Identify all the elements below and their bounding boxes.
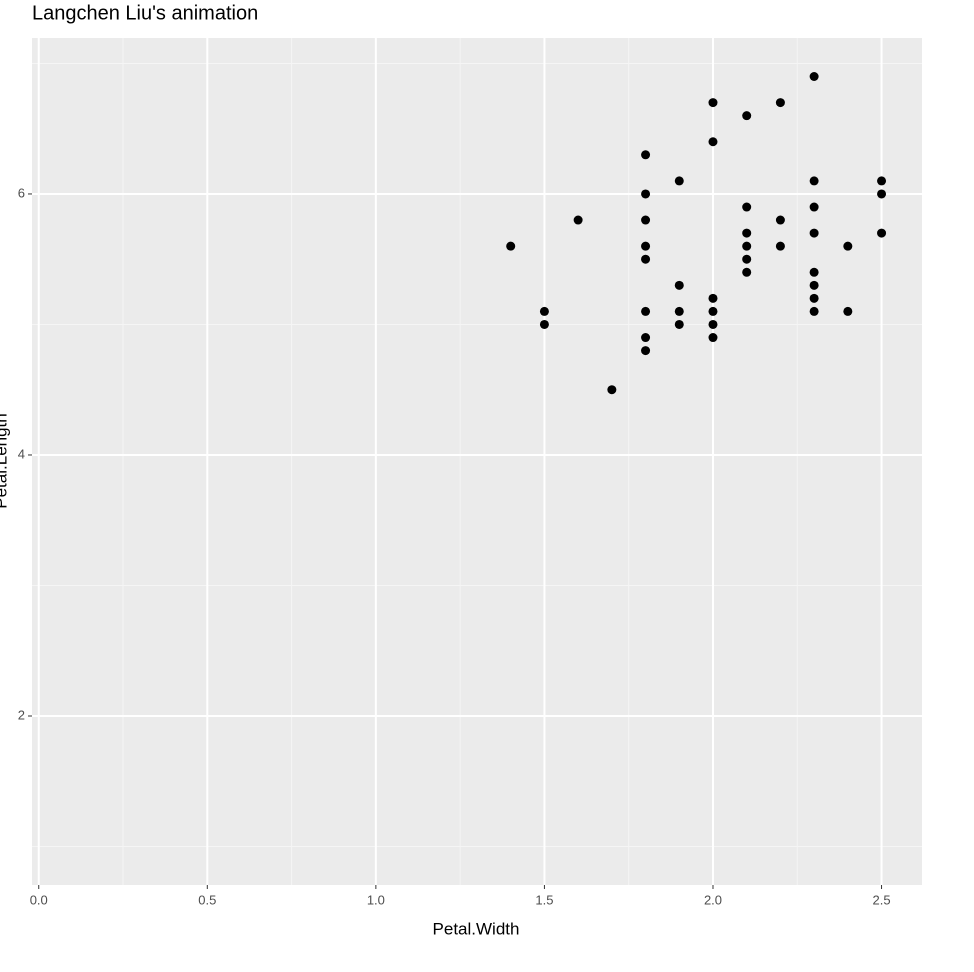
y-tick-label: 4 (18, 446, 25, 461)
point (809, 202, 819, 212)
point (708, 319, 718, 329)
point (674, 306, 684, 316)
point (641, 215, 651, 225)
x-axis-label: Petal.Width (433, 919, 520, 938)
point (641, 346, 651, 356)
point (775, 98, 785, 108)
y-axis-label: Petal.Length (0, 413, 10, 508)
point (641, 306, 651, 316)
point (708, 333, 718, 343)
point (809, 280, 819, 290)
point (742, 111, 752, 121)
y-tick-label: 6 (18, 185, 25, 200)
point (674, 176, 684, 186)
point (843, 306, 853, 316)
x-tick-label: 2.0 (704, 892, 722, 907)
x-tick-label: 1.5 (535, 892, 553, 907)
point (775, 215, 785, 225)
x-tick-label: 1.0 (367, 892, 385, 907)
point (641, 333, 651, 343)
point (809, 176, 819, 186)
point (742, 228, 752, 238)
point (641, 254, 651, 264)
x-tick-label: 2.5 (873, 892, 891, 907)
y-tick-label: 2 (18, 707, 25, 722)
point (708, 137, 718, 147)
point (539, 319, 549, 329)
point (674, 280, 684, 290)
point (775, 241, 785, 251)
point (843, 241, 853, 251)
point (641, 241, 651, 251)
point (809, 72, 819, 81)
point (877, 228, 887, 238)
point (573, 215, 583, 225)
point (877, 189, 887, 199)
point (742, 202, 752, 212)
point (809, 267, 819, 277)
x-tick-label: 0.0 (30, 892, 48, 907)
point (809, 306, 819, 316)
point (708, 293, 718, 303)
point (607, 385, 617, 395)
point (809, 228, 819, 238)
x-tick-label: 0.5 (198, 892, 216, 907)
point (674, 319, 684, 329)
point (809, 293, 819, 303)
point (641, 189, 651, 199)
point (877, 176, 887, 186)
point (742, 254, 752, 264)
point (742, 267, 752, 277)
point (742, 241, 752, 251)
point (641, 150, 651, 160)
point (708, 306, 718, 316)
chart-title: Langchen Liu's animation (32, 2, 258, 24)
point (539, 306, 549, 316)
point (708, 98, 718, 108)
plot-panel (32, 38, 922, 885)
point (506, 241, 516, 251)
